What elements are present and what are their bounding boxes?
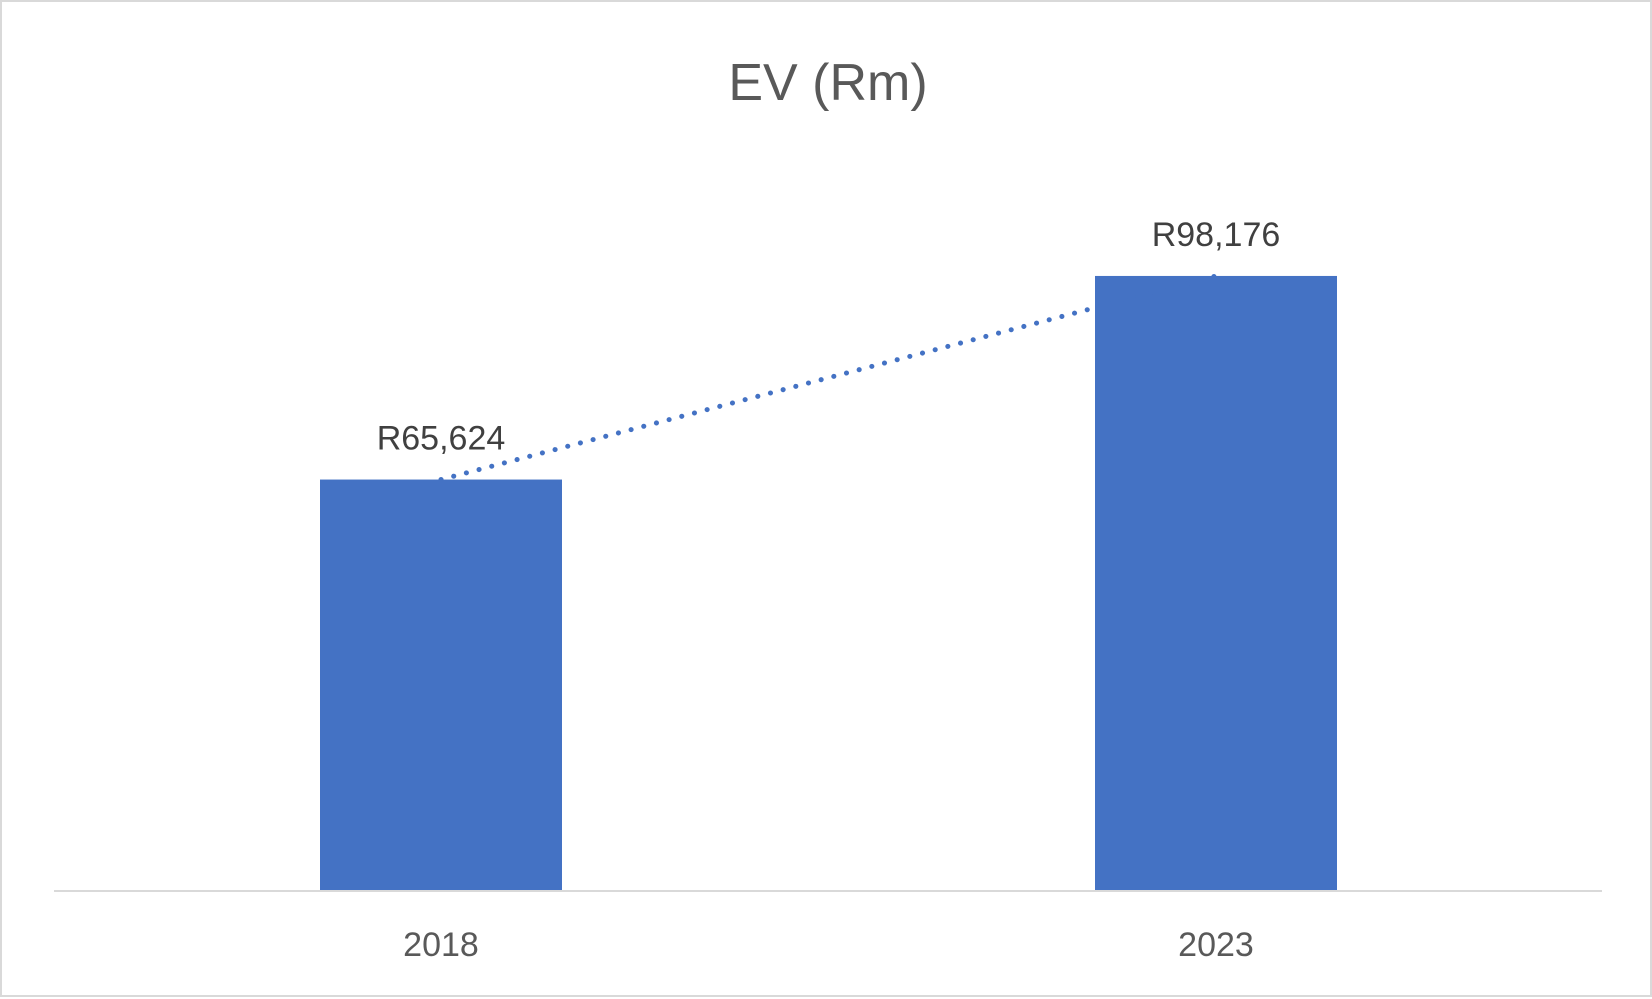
bar-2018: [320, 479, 562, 890]
plot-area: R65,624 2018 R98,176 2023: [54, 216, 1602, 964]
x-tick-label-2018: 2018: [403, 926, 479, 964]
bar-2023: [1095, 275, 1337, 890]
chart-title: EV (Rm): [728, 54, 927, 112]
trendline: [438, 273, 1219, 483]
data-label-2023: R98,176: [1152, 216, 1281, 254]
x-tick-label-2023: 2023: [1178, 926, 1254, 964]
data-label-2018: R65,624: [377, 420, 506, 458]
